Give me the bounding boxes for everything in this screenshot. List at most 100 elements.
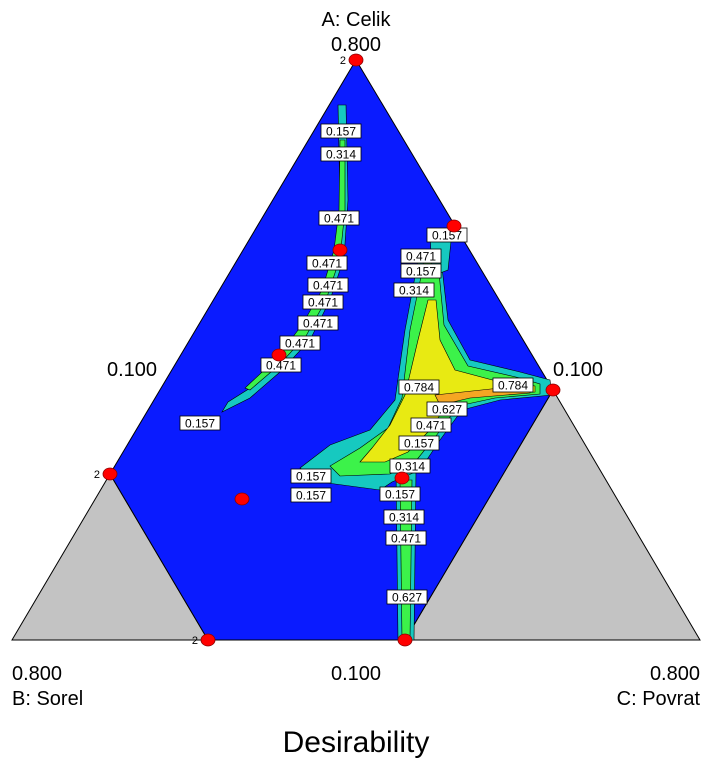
contour-label: 0.157 xyxy=(290,468,332,484)
contour-label-text: 0.471 xyxy=(266,359,296,373)
contour-label-box xyxy=(398,379,440,395)
contour-label-text: 0.157 xyxy=(406,265,436,279)
contour-label-box xyxy=(307,277,349,293)
contour-label: 0.471 xyxy=(400,248,442,264)
contour-label-box xyxy=(400,263,442,279)
contour-label: 0.784 xyxy=(398,379,440,395)
contour-label-box xyxy=(393,282,435,298)
contour-label: 0.157 xyxy=(379,486,421,502)
design-point xyxy=(200,633,216,647)
contour-label-box xyxy=(320,146,362,162)
contour-label-box xyxy=(386,589,428,605)
axis-b-label: B: Sorel xyxy=(12,688,83,710)
contour-label-text: 0.471 xyxy=(312,257,342,271)
design-point xyxy=(545,383,561,397)
contour-label: 0.471 xyxy=(306,255,348,271)
contour-label: 0.471 xyxy=(410,417,452,433)
contour-label-text: 0.784 xyxy=(404,381,434,395)
contour-label-box xyxy=(379,486,421,502)
contour-label: 0.471 xyxy=(297,315,339,331)
contour-label-box xyxy=(179,415,221,431)
design-point xyxy=(102,467,118,481)
contour-label-layer: 0.157 0.314 0.471 0.471 0.471 0.471 0.471 0.471… xyxy=(179,123,534,605)
design-point xyxy=(446,219,462,233)
axis-b-tick: 0.800 xyxy=(12,663,62,685)
contour-label-text: 0.627 xyxy=(392,591,422,605)
contour-label: 0.157 xyxy=(426,227,468,243)
design-point xyxy=(397,633,413,647)
contour-label-box xyxy=(389,458,431,474)
contour-label: 0.471 xyxy=(302,294,344,310)
contour-label: 0.627 xyxy=(386,589,428,605)
contour-label-text: 0.157 xyxy=(185,417,215,431)
contour-label: 0.471 xyxy=(318,210,360,226)
axis-a-label: A: Celik xyxy=(322,9,392,31)
contour-label-text: 0.314 xyxy=(326,148,356,162)
right-edge-tick: 0.100 xyxy=(553,359,603,381)
left-edge-tick: 0.100 xyxy=(107,359,157,381)
design-points: 2 2 2 xyxy=(94,53,561,647)
contour-label: 0.314 xyxy=(320,146,362,162)
contour-label-box xyxy=(398,435,440,451)
design-point-replicate-label: 2 xyxy=(340,55,346,67)
contour-label-text: 0.314 xyxy=(395,460,425,474)
contour-label-box xyxy=(290,487,332,503)
design-point xyxy=(348,53,364,67)
contour-label: 0.471 xyxy=(385,530,427,546)
design-point xyxy=(332,243,348,257)
contour-label-text: 0.314 xyxy=(389,511,419,525)
contour-label-text: 0.471 xyxy=(391,532,421,546)
axis-c-tick: 0.800 xyxy=(650,663,700,685)
contour-label: 0.471 xyxy=(260,357,302,373)
contour-label: 0.314 xyxy=(383,509,425,525)
contour-label-text: 0.471 xyxy=(324,212,354,226)
contour-label-box xyxy=(492,377,534,393)
contour-label-box xyxy=(385,530,427,546)
contour-label-box xyxy=(426,401,468,417)
design-point xyxy=(234,492,250,506)
contour-label-box xyxy=(279,335,321,351)
contour-label: 0.157 xyxy=(398,435,440,451)
design-region xyxy=(109,59,554,641)
contour-label-text: 0.314 xyxy=(399,284,429,298)
contour-label-text: 0.471 xyxy=(313,279,343,293)
contour-label-text: 0.471 xyxy=(416,419,446,433)
contour-label-box xyxy=(306,255,348,271)
contour-label-text: 0.157 xyxy=(404,437,434,451)
contour-label-text: 0.471 xyxy=(285,337,315,351)
contour-label-box xyxy=(297,315,339,331)
contour-label-text: 0.627 xyxy=(432,403,462,417)
axis-c-label: C: Povrat xyxy=(617,688,701,710)
design-point xyxy=(271,348,287,362)
contour-label-text: 0.157 xyxy=(326,125,356,139)
contour-label-box xyxy=(320,123,362,139)
contour-label: 0.157 xyxy=(400,263,442,279)
contour-label-text: 0.471 xyxy=(308,296,338,310)
contour-label: 0.784 xyxy=(492,377,534,393)
design-point xyxy=(394,471,410,485)
contour-label-box xyxy=(318,210,360,226)
design-point-replicate-label: 2 xyxy=(192,635,198,647)
contour-label-text: 0.471 xyxy=(303,317,333,331)
contour-label-text: 0.157 xyxy=(296,489,326,503)
contour-label-text: 0.471 xyxy=(406,250,436,264)
contour-label: 0.157 xyxy=(320,123,362,139)
contour-label-text: 0.784 xyxy=(498,379,528,393)
contour-label: 0.471 xyxy=(307,277,349,293)
contour-label: 0.627 xyxy=(426,401,468,417)
contour-label-box xyxy=(383,509,425,525)
contour-label: 0.471 xyxy=(279,335,321,351)
contour-label: 0.157 xyxy=(290,487,332,503)
design-point-replicate-label: 2 xyxy=(94,469,100,481)
contour-label-text: 0.157 xyxy=(385,488,415,502)
contour-label: 0.157 xyxy=(179,415,221,431)
contour-label-box xyxy=(290,468,332,484)
contour-label: 0.314 xyxy=(393,282,435,298)
axis-a-tick: 0.800 xyxy=(331,34,381,56)
contour-band-vertical-inner xyxy=(399,479,413,641)
bottom-edge-tick: 0.100 xyxy=(331,663,381,685)
contour-label: 0.314 xyxy=(389,458,431,474)
chart-title: Desirability xyxy=(283,726,430,759)
